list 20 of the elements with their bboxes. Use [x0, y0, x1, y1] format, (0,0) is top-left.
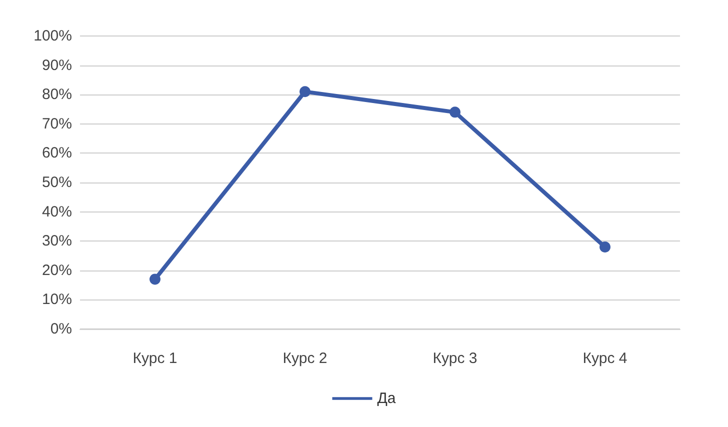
- y-tick-label: 30%: [42, 232, 72, 250]
- y-tick-label: 60%: [42, 144, 72, 162]
- y-tick-label: 80%: [42, 86, 72, 104]
- point: [600, 241, 610, 252]
- x-tick-label: Курс 1: [132, 350, 178, 367]
- y-tick-label: 20%: [42, 262, 72, 279]
- y-tick-label: 100%: [34, 28, 72, 44]
- point: [450, 106, 460, 118]
- y-tick-label: 90%: [42, 56, 72, 74]
- x-tick-label: Курс 4: [582, 350, 628, 367]
- y-tick-label: 40%: [42, 203, 72, 220]
- y-tick-label: 10%: [42, 291, 72, 308]
- x-tick-label: Курс 2: [282, 350, 328, 367]
- legend-label: Да: [377, 390, 396, 407]
- y-tick-label: 50%: [42, 174, 72, 191]
- y-tick-label: 0%: [50, 320, 72, 338]
- point: [150, 274, 160, 285]
- point: [300, 86, 310, 98]
- y-tick-label: 70%: [42, 115, 72, 132]
- x-tick-label: Курс 3: [432, 350, 478, 367]
